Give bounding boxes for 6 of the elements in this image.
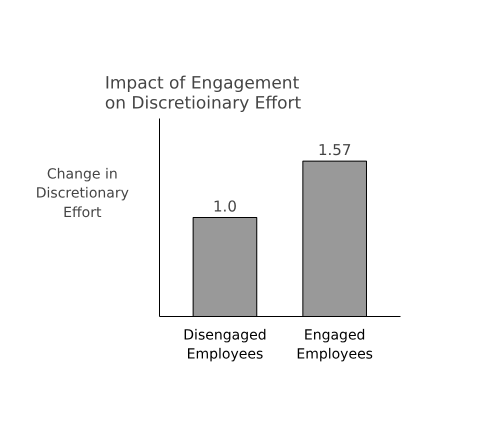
x-tick-label: Disengaged Employees xyxy=(183,328,267,363)
data-label: 1.0 xyxy=(213,198,237,216)
chart-title: Impact of Engagement on Discretioinary Effort xyxy=(104,74,302,114)
y-axis-title: Change in Discretionary Effort xyxy=(36,166,129,221)
x-tick-label: Engaged Employees xyxy=(296,328,373,363)
data-label: 1.57 xyxy=(318,141,352,160)
